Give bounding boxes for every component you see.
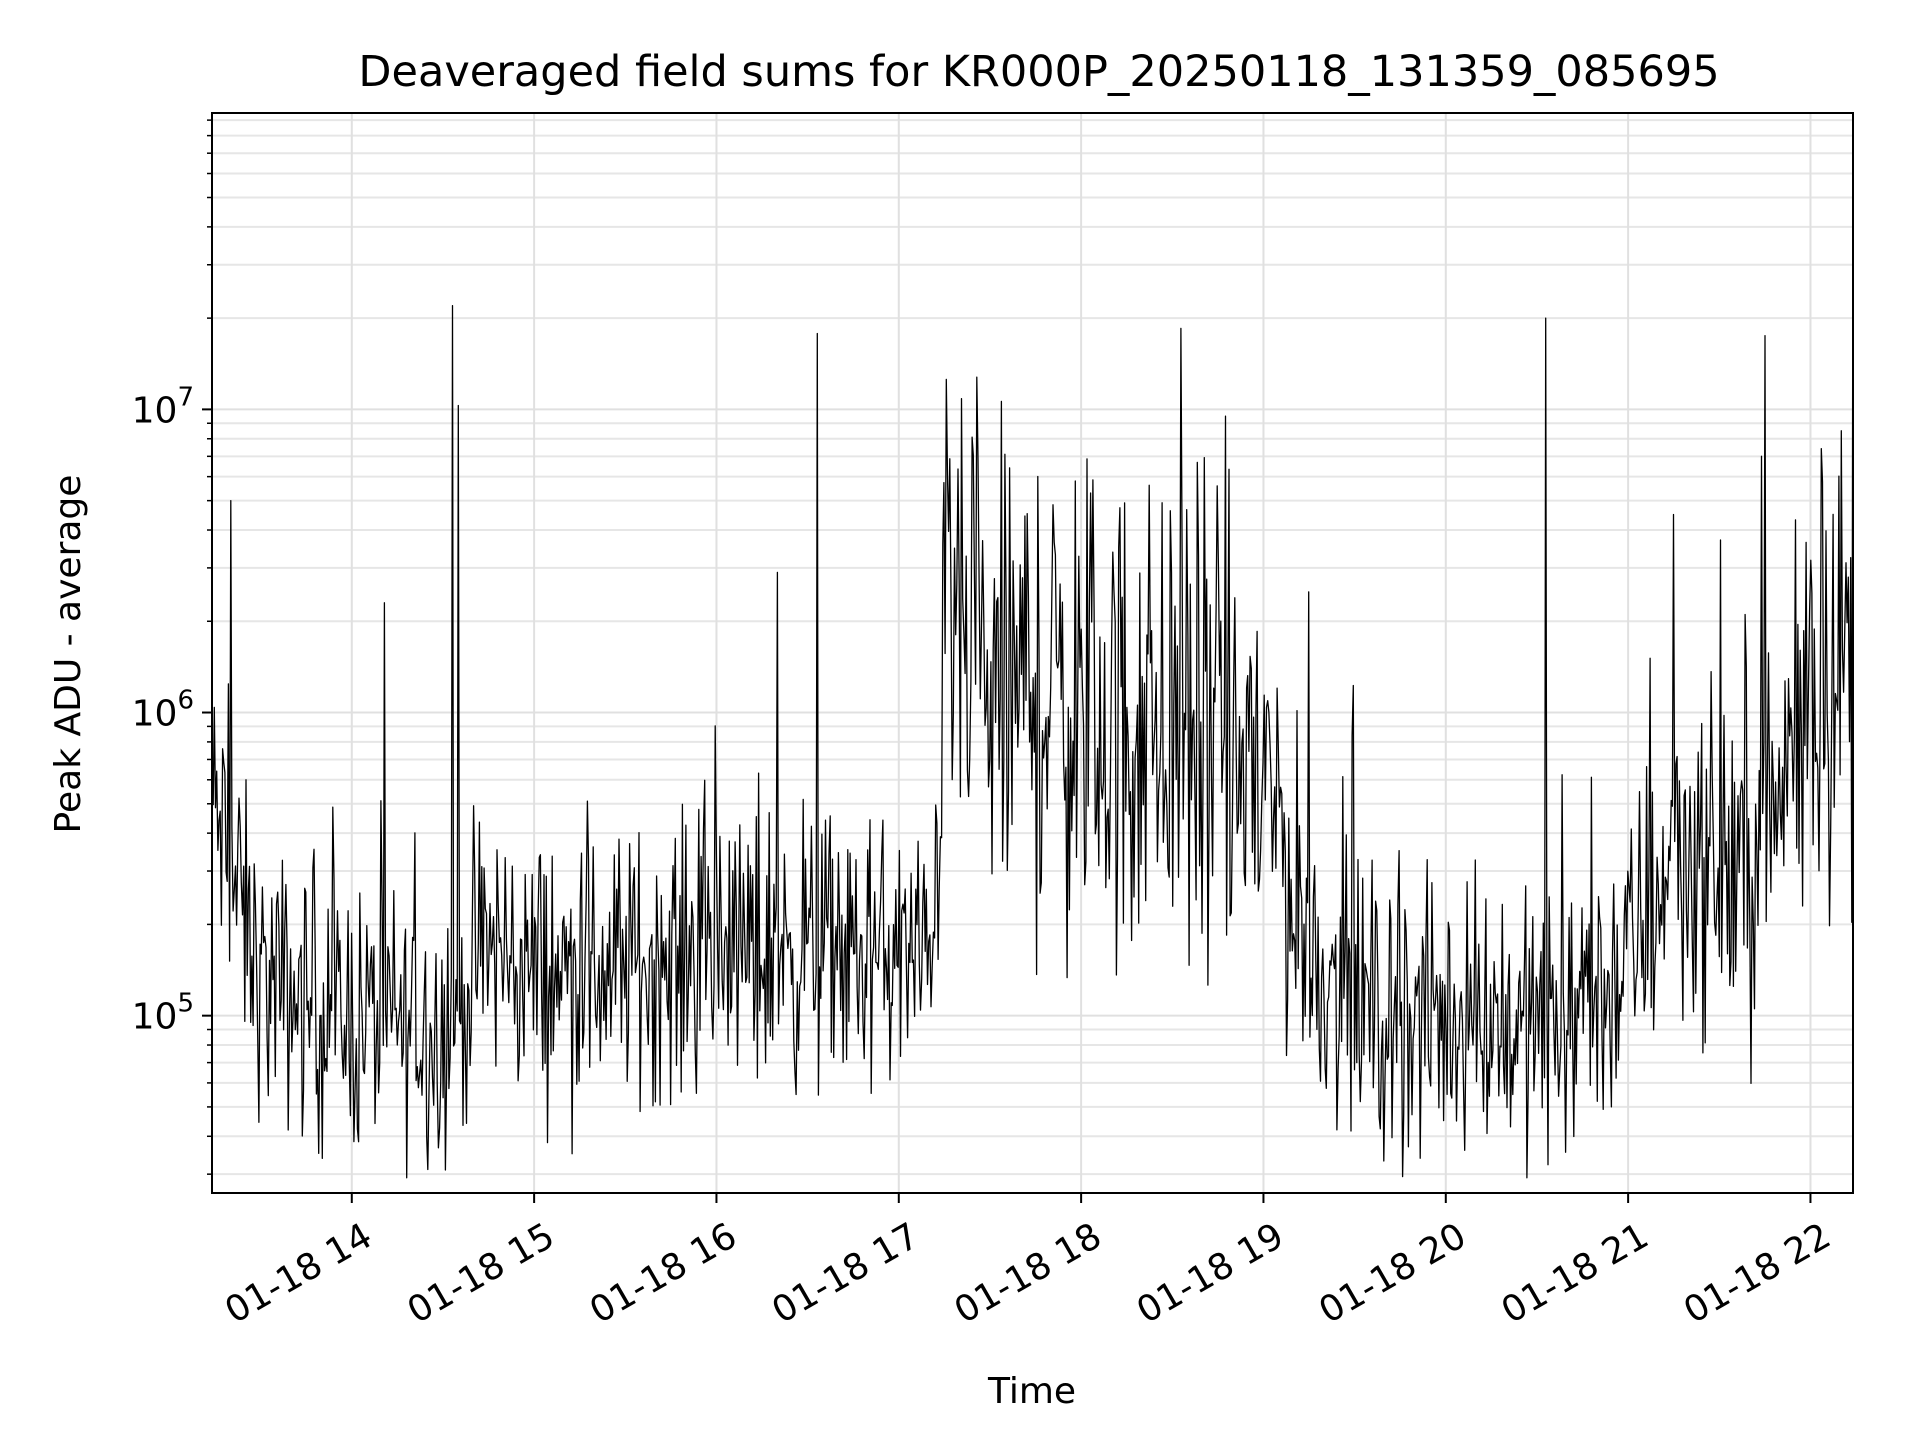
series-line: [212, 153, 1853, 1179]
y-tick-label: 105: [132, 989, 194, 1038]
y-tick-label: 106: [132, 686, 194, 735]
x-axis-label: Time: [987, 1371, 1076, 1412]
y-axis-ticks: 105 106 107: [132, 119, 212, 1175]
axes-frame: [211, 112, 1854, 1194]
plot-area: [212, 153, 1853, 1179]
y-tick-label: 107: [132, 382, 194, 431]
chart-title: Deaveraged field sums for KR000P_2025011…: [358, 47, 1719, 97]
y-axis-label: Peak ADU - average: [48, 475, 89, 834]
